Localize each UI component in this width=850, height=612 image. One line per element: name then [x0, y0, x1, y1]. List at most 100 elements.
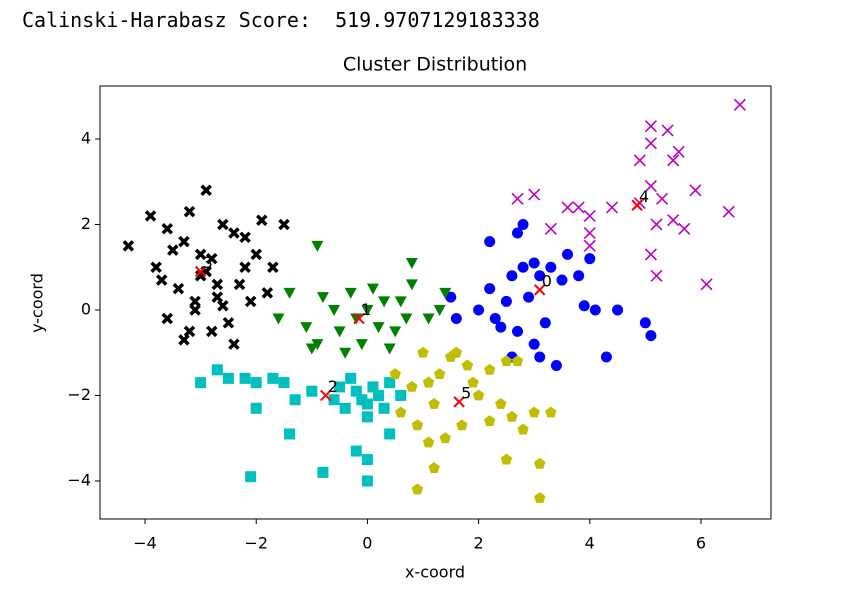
point — [534, 492, 546, 503]
point — [544, 222, 557, 235]
point — [506, 410, 518, 422]
point — [439, 287, 452, 299]
point — [583, 226, 596, 240]
point — [411, 419, 424, 431]
point — [361, 304, 374, 316]
x-tick-label: 0 — [362, 534, 372, 553]
point — [261, 287, 274, 299]
point — [700, 278, 713, 291]
point — [328, 304, 341, 316]
point — [217, 218, 229, 231]
point — [528, 188, 541, 201]
point — [211, 364, 223, 376]
point — [217, 299, 229, 312]
point — [572, 201, 585, 214]
x-tick-label: 6 — [696, 534, 706, 553]
point — [239, 261, 251, 273]
point — [211, 291, 224, 303]
point — [361, 475, 373, 487]
point — [500, 295, 512, 307]
point — [250, 402, 262, 414]
point — [239, 372, 251, 384]
point — [456, 419, 468, 431]
point — [355, 339, 368, 351]
point — [511, 355, 524, 367]
point — [661, 124, 674, 137]
point — [161, 223, 174, 235]
point — [639, 317, 651, 329]
point — [417, 346, 429, 358]
point — [378, 296, 391, 308]
point — [305, 343, 318, 355]
point — [439, 432, 451, 444]
y-tick-label: −2 — [67, 385, 91, 404]
point — [350, 445, 362, 457]
point — [583, 209, 596, 223]
point — [250, 377, 262, 389]
point — [244, 295, 257, 308]
point — [484, 283, 496, 295]
point — [189, 304, 201, 316]
point — [239, 231, 251, 244]
point — [350, 385, 362, 397]
point — [316, 292, 329, 304]
point — [350, 313, 363, 325]
centroid-label: 4 — [639, 187, 649, 206]
point — [461, 359, 474, 371]
point — [395, 406, 407, 418]
point — [495, 321, 507, 333]
point — [545, 406, 557, 418]
point — [233, 278, 246, 291]
point — [583, 239, 596, 252]
point — [633, 154, 646, 167]
point — [334, 381, 346, 393]
point — [356, 394, 368, 406]
point — [289, 394, 301, 406]
point — [278, 377, 290, 389]
point — [194, 248, 207, 261]
point — [373, 389, 385, 401]
point — [278, 218, 290, 231]
point — [178, 235, 190, 248]
point — [250, 248, 262, 261]
point — [372, 322, 385, 334]
point — [183, 205, 196, 218]
plot-frame — [99, 85, 772, 520]
point — [367, 381, 379, 393]
point — [450, 346, 463, 358]
point — [644, 179, 657, 193]
point — [605, 201, 619, 214]
point — [528, 257, 540, 269]
point — [344, 287, 357, 299]
point — [433, 368, 446, 379]
point — [612, 304, 624, 316]
centroid — [319, 389, 332, 402]
point — [422, 313, 435, 325]
point — [511, 325, 523, 337]
point — [400, 313, 413, 325]
point — [161, 312, 174, 325]
point — [733, 98, 746, 111]
point — [267, 372, 279, 384]
y-axis-label: y-coord — [28, 273, 47, 333]
point — [644, 137, 657, 150]
point — [517, 261, 529, 273]
point — [433, 304, 446, 316]
y-tick-label: 4 — [81, 129, 91, 148]
point — [450, 313, 462, 325]
point — [167, 244, 179, 256]
point — [472, 389, 485, 401]
point — [561, 201, 574, 214]
point — [584, 253, 596, 265]
point — [650, 269, 663, 282]
point — [300, 322, 313, 334]
point — [645, 330, 657, 342]
point — [428, 398, 440, 409]
point — [195, 377, 207, 389]
point — [150, 261, 162, 273]
x-tick-label: 4 — [585, 534, 595, 553]
point — [256, 214, 268, 226]
point — [600, 351, 612, 363]
